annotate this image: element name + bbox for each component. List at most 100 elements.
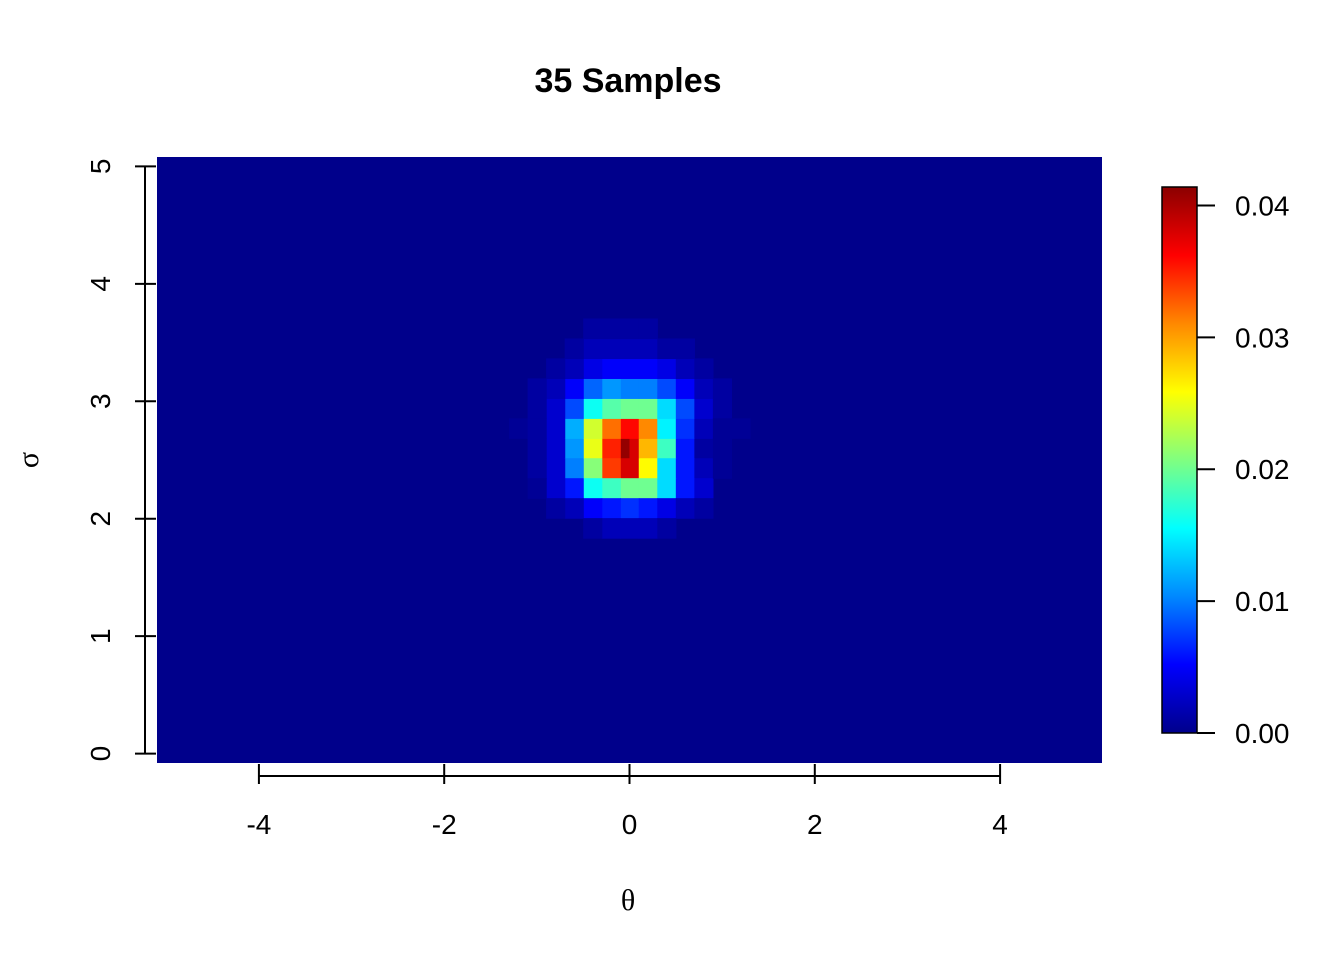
heatmap-cell (657, 358, 677, 379)
colorbar-tick-label: 0.00 (1235, 718, 1290, 749)
colorbar-tick-label: 0.02 (1235, 454, 1290, 485)
heatmap-cell (694, 498, 714, 519)
heatmap-cell (601, 498, 621, 519)
x-axis-label: θ (621, 884, 635, 917)
heatmap-cell (601, 458, 621, 479)
heatmap-cell (620, 338, 640, 360)
y-tick-label: 3 (85, 393, 116, 409)
heatmap-cell (675, 478, 695, 499)
heatmap-cell (675, 378, 695, 399)
heatmap-cell (620, 418, 640, 439)
y-tick-label: 5 (85, 159, 116, 175)
heatmap-cell (620, 518, 640, 539)
heatmap-cell (564, 398, 584, 419)
heatmap-cell (583, 418, 603, 439)
heatmap-cell (546, 358, 566, 379)
heatmap-cell (638, 498, 658, 519)
heatmap-cell (657, 498, 677, 519)
x-tick-label: 0 (622, 809, 638, 840)
heatmap-cell (564, 498, 584, 519)
heatmap-cell (546, 438, 566, 459)
colorbar-tick-label: 0.03 (1235, 322, 1290, 353)
colorbar-tick-label: 0.01 (1235, 586, 1290, 617)
heatmap-cell (638, 318, 658, 340)
heatmap-cell (509, 418, 529, 439)
heatmap-cell (601, 418, 621, 439)
heatmap-cell (694, 378, 714, 399)
heatmap-cell (564, 458, 584, 479)
y-tick-label: 0 (85, 746, 116, 762)
heatmap-cell (694, 398, 714, 419)
heatmap-cell (583, 398, 603, 419)
colorbar-gradient (1161, 186, 1198, 734)
heatmap-cell (564, 378, 584, 399)
heatmap-cell (583, 438, 603, 459)
colorbar-ticks: 0.00 0.01 0.02 0.03 0.04 (1197, 190, 1290, 749)
x-tick-label: -2 (432, 809, 457, 840)
chart-title: 35 Samples (534, 62, 721, 100)
heatmap-cell (657, 398, 677, 419)
heatmap-cell (694, 438, 714, 459)
heatmap-cell (564, 478, 584, 499)
colorbar-tick-label: 0.04 (1235, 190, 1290, 221)
heatmap-cell (527, 418, 547, 439)
colorbar: 0.00 0.01 0.02 0.03 0.04 (1161, 186, 1290, 749)
heatmap-cell (657, 478, 677, 499)
heatmap-cell (675, 438, 695, 459)
x-tick-label: -4 (246, 809, 271, 840)
heatmap-cell (675, 498, 695, 519)
heatmap-cell (712, 438, 733, 459)
heatmap-cell (657, 518, 677, 539)
heatmap-cell (675, 338, 695, 360)
heatmap-cell (564, 338, 584, 360)
heatmap-cell (657, 418, 677, 439)
heatmap-cell (546, 458, 566, 479)
heatmap-cell (583, 478, 603, 499)
heatmap-cell (712, 458, 733, 479)
heatmap-cell (601, 378, 621, 399)
heatmap-cell (694, 478, 714, 499)
heatmap-cell (601, 398, 621, 419)
heatmap-cell (694, 358, 714, 379)
heatmap-cell (638, 458, 658, 479)
heatmap-cell (601, 518, 621, 539)
heatmap-cell (657, 338, 677, 360)
heatmap-cell (675, 398, 695, 419)
heatmap-cell (638, 358, 658, 379)
heatmap-cell (712, 418, 733, 439)
heatmap-cell (638, 478, 658, 499)
heatmap-cell (583, 458, 603, 479)
heatmap-cell (583, 338, 603, 360)
heatmap-cell (546, 478, 566, 499)
y-tick-label: 1 (85, 628, 116, 644)
heatmap-cell (601, 478, 621, 499)
heatmap-cells (509, 318, 751, 539)
heatmap-cell (583, 518, 603, 539)
y-tick-label: 2 (85, 511, 116, 527)
heatmap-cell (620, 458, 640, 479)
heatmap-cell (583, 358, 603, 379)
heatmap-cell (564, 418, 584, 439)
heatmap-cell (564, 358, 584, 379)
heatmap-cell (620, 478, 640, 499)
heatmap-cell (675, 418, 695, 439)
heatmap-cell (620, 378, 640, 399)
y-axis: 0 1 2 3 4 5 (85, 159, 156, 762)
heatmap-cell (583, 378, 603, 399)
heatmap-cell (564, 438, 584, 459)
x-tick-label: 2 (807, 809, 823, 840)
heatmap-cell (527, 458, 547, 479)
y-tick-label: 4 (85, 276, 116, 292)
x-axis: -4 -2 0 2 4 (246, 764, 1008, 840)
heatmap-cell (583, 498, 603, 519)
heatmap-cell (694, 418, 714, 439)
heatmap-cell (527, 378, 547, 399)
heatmap-cell (657, 458, 677, 479)
heatmap-cell (527, 438, 547, 459)
heatmap-cell (657, 378, 677, 399)
heatmap-cell (694, 458, 714, 479)
heatmap-cell (601, 438, 621, 459)
heatmap-cell (638, 438, 658, 459)
heatmap-cell (620, 498, 640, 519)
